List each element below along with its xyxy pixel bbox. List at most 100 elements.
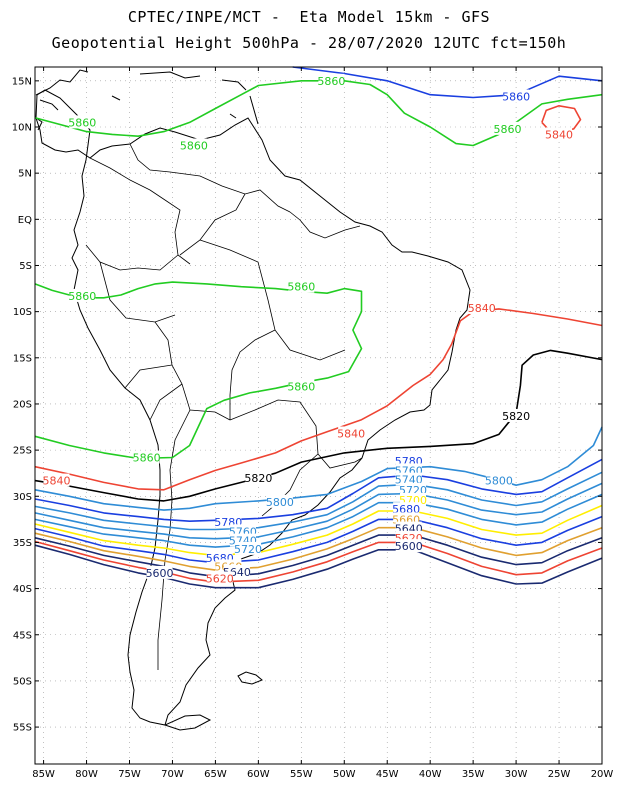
title-line-1: CPTEC/INPE/MCT - Eta Model 15km - GFS <box>127 8 491 26</box>
contour-label-bg <box>468 300 495 314</box>
geopotential-contours <box>34 66 603 589</box>
contour-label-bg <box>485 473 512 487</box>
contour-line-5820 <box>34 349 603 502</box>
contour-label-5840: 5840 <box>468 302 496 315</box>
contour-label-5600: 5600 <box>146 567 174 580</box>
lon-tick-label: 55W <box>290 769 313 780</box>
country-borders <box>85 143 363 670</box>
contour-line-5640 <box>34 534 603 578</box>
contour-label-bg <box>503 89 530 103</box>
contour-line-5620 <box>34 540 603 583</box>
lat-tick-label: 25S <box>13 446 32 457</box>
lat-tick-label: 5N <box>18 169 32 180</box>
falkland-islands <box>237 671 263 685</box>
contour-label-bg <box>206 571 233 585</box>
contour-label-bg <box>146 565 173 579</box>
contour-label-bg <box>245 470 272 484</box>
contour-label-5820: 5820 <box>502 410 530 423</box>
contour-label-5860: 5860 <box>287 281 315 294</box>
axis-tick-labels: 15N 10N 5N EQ 5S 10S 15S 20S 25S 30S 35S 40S 45S 50S 5… <box>12 67 614 780</box>
lat-tick-label: 45S <box>13 630 32 641</box>
contour-label-bg <box>338 426 365 440</box>
lon-tick-label: 60W <box>247 769 270 780</box>
lon-tick-label: 35W <box>462 769 485 780</box>
contour-label-bg <box>288 279 315 293</box>
contour-label-5860: 5860 <box>68 116 96 129</box>
contour-label-bg <box>69 115 96 129</box>
map-frame <box>34 66 603 765</box>
contour-label-5860: 5860 <box>287 380 315 393</box>
contour-label-5860: 5860 <box>133 452 161 465</box>
contour-line-5700 <box>34 504 603 557</box>
lat-tick-label: 40S <box>13 584 32 595</box>
contour-label-5840: 5840 <box>337 428 365 441</box>
lat-tick-label: 35S <box>13 538 32 549</box>
contour-label-bg <box>546 127 573 141</box>
contour-label-bg <box>133 450 160 464</box>
contour-label-5620: 5620 <box>206 572 234 585</box>
contour-label-bg <box>393 502 420 516</box>
contour-label-bg <box>69 288 96 302</box>
contour-label-bg <box>266 494 293 508</box>
lon-tick-label: 70W <box>161 769 184 780</box>
contour-label-bg <box>503 408 530 422</box>
contour-label-5860: 5860 <box>494 123 522 136</box>
caribbean-islands <box>111 71 259 125</box>
contour-line-5840 <box>34 308 603 491</box>
contour-label-bg <box>494 121 521 135</box>
contour-label-5860: 5860 <box>502 91 530 104</box>
lon-tick-label: 85W <box>32 769 55 780</box>
contour-label-5840: 5840 <box>42 475 70 488</box>
title-line-2: Geopotential Height 500hPa - 28/07/2020 … <box>51 34 567 52</box>
contour-line-5600 <box>34 544 603 589</box>
contour-label-bg <box>395 472 422 486</box>
contour-line-5720 <box>34 493 603 548</box>
contour-line-5860 <box>34 281 363 460</box>
contour-label-5820: 5820 <box>244 472 272 485</box>
contour-line-5740 <box>34 482 603 540</box>
tierra-del-fuego <box>163 714 212 731</box>
contour-label-bg <box>318 73 345 87</box>
lon-tick-label: 65W <box>204 769 227 780</box>
lon-tick-label: 25W <box>548 769 571 780</box>
contour-label-bg <box>180 138 207 152</box>
contour-label-5800: 5800 <box>485 475 513 488</box>
lon-tick-label: 75W <box>118 769 141 780</box>
contour-label-5840: 5840 <box>545 128 573 141</box>
contour-label-bg <box>235 541 262 555</box>
lat-tick-label: 10S <box>13 307 32 318</box>
contour-line-5660 <box>34 526 603 571</box>
lat-tick-label: 5S <box>19 261 32 272</box>
contour-label-5720: 5720 <box>234 543 262 556</box>
coastlines-layer <box>35 69 471 731</box>
contour-line-5860 <box>292 66 603 99</box>
contour-label-bg <box>43 473 70 487</box>
map-title: CPTEC/INPE/MCT - Eta Model 15km - GFS Ge… <box>0 4 618 56</box>
contour-label-bg <box>400 482 426 496</box>
contour-label-5860: 5860 <box>68 290 96 303</box>
contour-line-5840 <box>541 105 582 132</box>
lat-tick-label: 15S <box>13 353 32 364</box>
contour-label-5600: 5600 <box>395 540 423 553</box>
contour-labels: 5860 5860 5860 5860 5860 5860 5860 5860 5860 5840… <box>42 73 573 585</box>
lon-tick-label: 45W <box>376 769 399 780</box>
lon-tick-label: 80W <box>75 769 98 780</box>
lat-tick-label: 15N <box>12 76 32 87</box>
lat-tick-label: 20S <box>13 399 32 410</box>
lat-tick-label: 10N <box>12 123 32 134</box>
lon-tick-label: 20W <box>591 769 614 780</box>
lat-tick-label: EQ <box>18 215 32 226</box>
contour-label-bg <box>288 379 315 393</box>
lon-tick-label: 30W <box>505 769 528 780</box>
contour-label-5860: 5860 <box>317 75 345 88</box>
lat-tick-label: 50S <box>13 676 32 687</box>
contour-line-5680 <box>34 515 603 564</box>
lat-tick-label: 55S <box>13 723 32 734</box>
contour-line-5800 <box>34 426 603 511</box>
contour-label-bg <box>395 539 422 553</box>
lon-tick-label: 50W <box>333 769 356 780</box>
contour-line-5760 <box>34 471 603 531</box>
south-america-coastline <box>35 89 471 726</box>
lat-tick-label: 30S <box>13 492 32 503</box>
